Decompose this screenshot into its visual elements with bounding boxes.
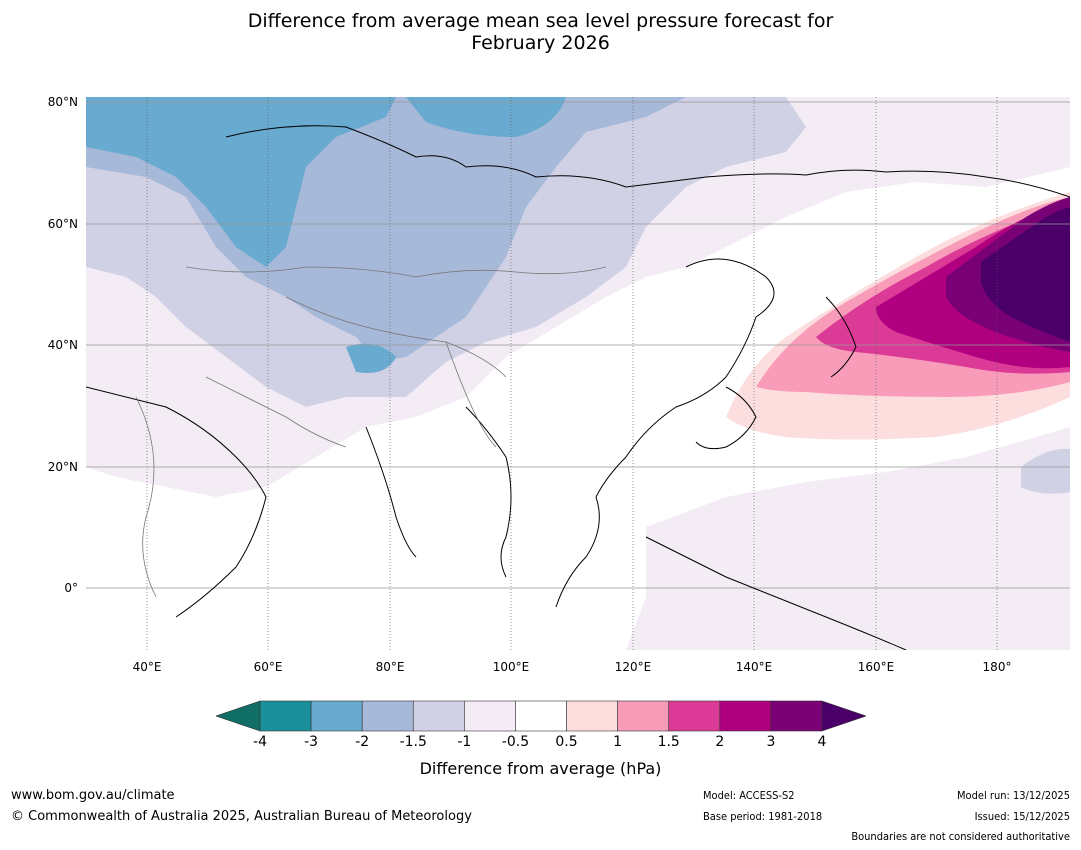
lat-label-0: 0° bbox=[64, 581, 78, 595]
colorbar-segment bbox=[515, 700, 567, 732]
lon-label-180: 180° bbox=[982, 660, 1012, 674]
colorbar bbox=[216, 700, 866, 732]
colorbar-segment bbox=[464, 700, 516, 732]
boundaries-note: Boundaries are not considered authoritat… bbox=[851, 830, 1070, 843]
colorbar-tick-label: 1.5 bbox=[657, 734, 680, 750]
lon-label-120e: 120°E bbox=[614, 660, 652, 674]
model-run-text: Model run: 13/12/2025 bbox=[957, 789, 1070, 802]
anomaly-neg-1-pacific bbox=[1021, 448, 1070, 494]
lon-label-60e: 60°E bbox=[253, 660, 283, 674]
colorbar-segment bbox=[259, 700, 312, 732]
anomaly-neg-2 bbox=[86, 97, 396, 267]
colorbar-label: Difference from average (hPa) bbox=[419, 759, 662, 778]
colorbar-segment bbox=[719, 700, 772, 732]
colorbar-tick-label: 3 bbox=[766, 734, 776, 750]
colorbar-extend-high bbox=[821, 700, 866, 732]
colorbar-tick-label: -1 bbox=[457, 734, 472, 750]
website-link[interactable]: www.bom.gov.au/climate bbox=[11, 788, 175, 803]
colorbar-segment bbox=[566, 700, 618, 732]
country-borders bbox=[135, 266, 607, 598]
colorbar-tick-label: -3 bbox=[304, 734, 319, 750]
lat-label-40n: 40°N bbox=[47, 338, 78, 352]
colorbar-tick-label: -2 bbox=[355, 734, 370, 750]
map-canvas bbox=[86, 97, 1070, 650]
pressure-anomaly-map bbox=[86, 97, 1070, 650]
colorbar-segment bbox=[310, 700, 363, 732]
lon-label-40e: 40°E bbox=[132, 660, 162, 674]
anomaly-pos-4 bbox=[981, 207, 1070, 342]
model-text: Model: ACCESS-S2 bbox=[703, 789, 795, 802]
chart-title: Difference from average mean sea level p… bbox=[0, 10, 1081, 54]
lon-label-140e: 140°E bbox=[735, 660, 773, 674]
colorbar-tick-label: 0.5 bbox=[555, 734, 578, 750]
coastlines bbox=[86, 125, 1070, 650]
lon-label-160e: 160°E bbox=[857, 660, 895, 674]
colorbar-segment bbox=[617, 700, 670, 732]
base-period-text: Base period: 1981-2018 bbox=[703, 810, 823, 823]
lat-label-60n: 60°N bbox=[47, 217, 78, 231]
anomaly-neg-2-siberia bbox=[406, 97, 566, 137]
colorbar-tick-label: -1.5 bbox=[399, 734, 427, 750]
colorbar-segment bbox=[412, 700, 465, 732]
anomaly-neg-2-tibet bbox=[346, 343, 396, 373]
latitude-lines bbox=[86, 101, 1070, 589]
lat-label-20n: 20°N bbox=[47, 460, 78, 474]
title-line-2: February 2026 bbox=[471, 32, 610, 54]
colorbar-tick-label: 2 bbox=[715, 734, 725, 750]
colorbar-tick-label: 4 bbox=[817, 734, 827, 750]
title-line-1: Difference from average mean sea level p… bbox=[247, 10, 834, 32]
colorbar-extend-low bbox=[216, 700, 261, 732]
colorbar-segment bbox=[668, 700, 721, 732]
colorbar-segment bbox=[361, 700, 414, 732]
colorbar-segment bbox=[770, 700, 823, 732]
anomaly-neg-0.5-pacific bbox=[626, 427, 1070, 650]
colorbar-tick-label: -4 bbox=[253, 734, 267, 750]
issued-text: Issued: 15/12/2025 bbox=[974, 810, 1070, 823]
map-gridlines bbox=[146, 97, 998, 650]
copyright-text: © Commonwealth of Australia 2025, Austra… bbox=[11, 809, 472, 824]
colorbar-tick-label: -0.5 bbox=[501, 734, 530, 750]
lon-label-100e: 100°E bbox=[492, 660, 530, 674]
colorbar-tick-label: 1 bbox=[613, 734, 623, 750]
lon-label-80e: 80°E bbox=[375, 660, 405, 674]
lat-label-80n: 80°N bbox=[47, 95, 78, 109]
